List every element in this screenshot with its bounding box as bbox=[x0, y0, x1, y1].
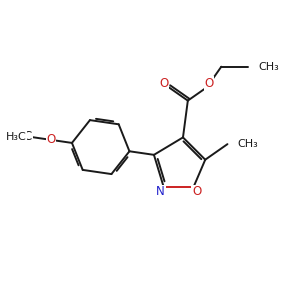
Text: N: N bbox=[156, 185, 165, 198]
Text: CH₃: CH₃ bbox=[237, 139, 258, 149]
Text: C: C bbox=[19, 130, 27, 143]
Text: O: O bbox=[192, 185, 201, 198]
Text: O: O bbox=[159, 77, 169, 90]
Text: CH₃: CH₃ bbox=[258, 62, 279, 72]
Text: O: O bbox=[204, 77, 213, 90]
Text: O: O bbox=[46, 133, 56, 146]
Text: H₃C: H₃C bbox=[6, 132, 27, 142]
Text: C: C bbox=[24, 130, 32, 143]
